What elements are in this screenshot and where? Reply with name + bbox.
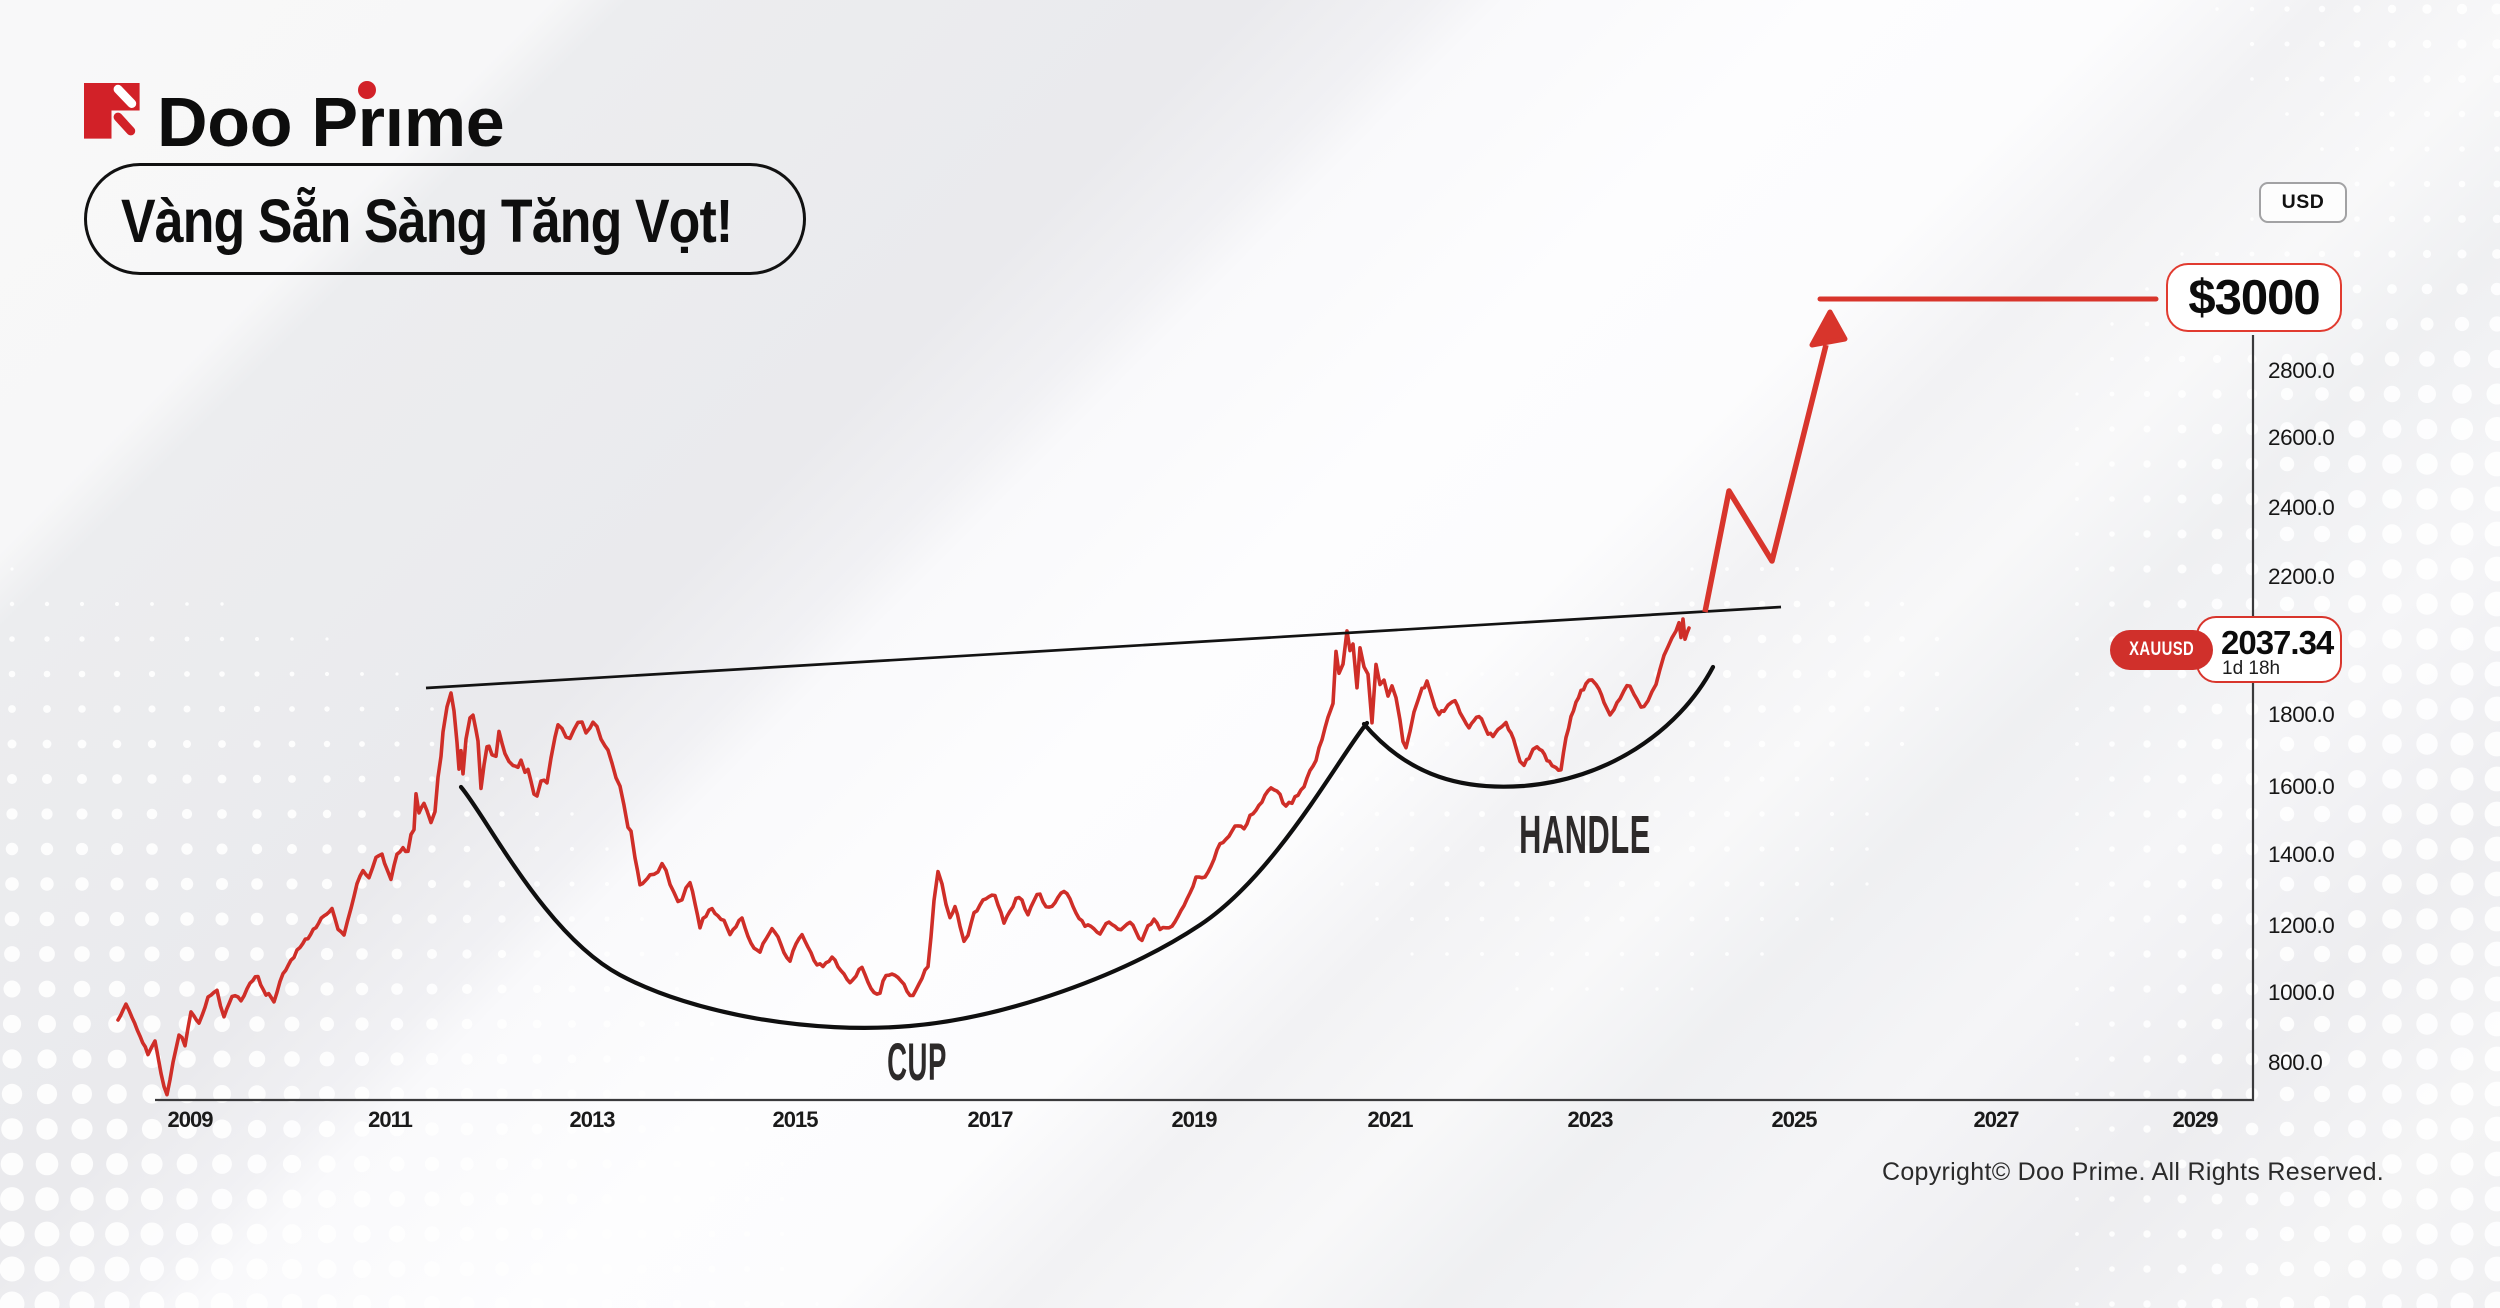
svg-text:HANDLE: HANDLE: [1519, 805, 1651, 865]
svg-text:2800.0: 2800.0: [2268, 358, 2334, 383]
svg-text:2029: 2029: [2173, 1107, 2219, 1132]
svg-text:1200.0: 1200.0: [2268, 913, 2334, 938]
svg-text:2017: 2017: [968, 1107, 1014, 1132]
svg-text:CUP: CUP: [887, 1032, 947, 1091]
svg-text:2009: 2009: [168, 1107, 214, 1132]
svg-text:1800.0: 1800.0: [2268, 702, 2334, 727]
svg-text:2023: 2023: [1568, 1107, 1614, 1132]
svg-text:2019: 2019: [1172, 1107, 1218, 1132]
svg-text:800.0: 800.0: [2268, 1050, 2322, 1075]
svg-text:2600.0: 2600.0: [2268, 425, 2334, 450]
svg-text:2200.0: 2200.0: [2268, 564, 2334, 589]
svg-text:2013: 2013: [570, 1107, 616, 1132]
svg-text:2400.0: 2400.0: [2268, 495, 2334, 520]
svg-text:1600.0: 1600.0: [2268, 774, 2334, 799]
svg-text:2025: 2025: [1772, 1107, 1818, 1132]
svg-text:2011: 2011: [368, 1107, 412, 1132]
svg-text:1400.0: 1400.0: [2268, 842, 2334, 867]
svg-text:2027: 2027: [1974, 1107, 2020, 1132]
svg-text:1000.0: 1000.0: [2268, 980, 2334, 1005]
svg-text:2021: 2021: [1368, 1107, 1414, 1132]
svg-text:2015: 2015: [773, 1107, 819, 1132]
